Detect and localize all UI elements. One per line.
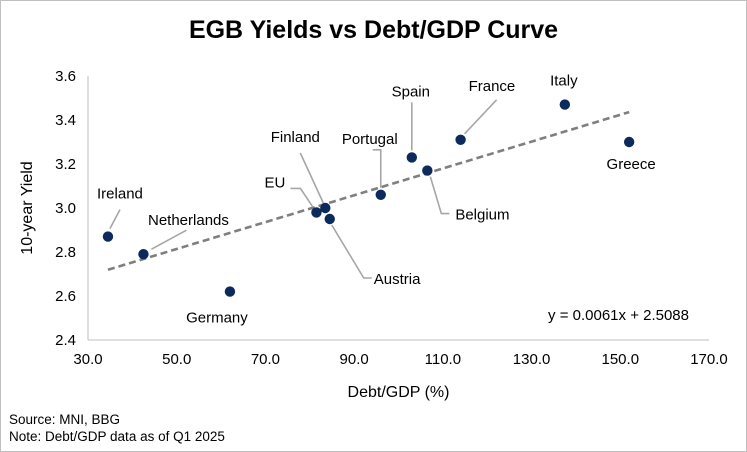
data-point-label: Belgium bbox=[455, 207, 509, 224]
data-point-label: Netherlands bbox=[148, 212, 229, 229]
data-point-label: Greece bbox=[607, 156, 656, 173]
note-text: Note: Debt/GDP data as of Q1 2025 bbox=[9, 429, 225, 444]
data-point-label: Finland bbox=[271, 129, 320, 146]
leader-line bbox=[464, 99, 498, 135]
x-tick-label: 70.0 bbox=[251, 351, 280, 368]
leader-line bbox=[331, 224, 372, 279]
point-labels: Ireland Netherlands Germany EU Finland Austri… bbox=[97, 73, 656, 327]
data-point bbox=[224, 286, 236, 297]
trendline-layer bbox=[107, 110, 630, 272]
y-tick-label: 2.4 bbox=[55, 332, 76, 349]
leader-lines bbox=[109, 99, 498, 279]
y-tick-label: 2.6 bbox=[55, 288, 76, 305]
leader-line bbox=[372, 149, 382, 188]
leader-line bbox=[151, 229, 187, 250]
data-point bbox=[406, 152, 418, 163]
y-tick-label: 2.8 bbox=[55, 244, 76, 261]
data-point bbox=[324, 213, 335, 225]
x-tick-label: 130.0 bbox=[513, 351, 551, 368]
y-tick-label: 3.6 bbox=[55, 68, 76, 85]
x-tick-label: 150.0 bbox=[602, 351, 640, 368]
source-note: Source: MNI, BBG Note: Debt/GDP data as … bbox=[9, 411, 225, 445]
data-point-label: Ireland bbox=[97, 186, 143, 203]
chart-title: EGB Yields vs Debt/GDP Curve bbox=[188, 16, 559, 44]
axes: 2.4 2.6 2.8 3.0 3.2 3.4 3.6 30.0 50.0 70.0 90.0 110… bbox=[55, 68, 728, 368]
data-point bbox=[320, 202, 331, 214]
leader-line bbox=[429, 176, 450, 215]
y-tick-label: 3.2 bbox=[55, 156, 76, 173]
leader-line bbox=[109, 209, 121, 229]
data-point-label: Austria bbox=[374, 271, 421, 288]
data-point bbox=[311, 207, 322, 218]
data-point bbox=[559, 99, 571, 110]
data-point bbox=[138, 249, 149, 260]
leader-line bbox=[290, 187, 314, 207]
data-point-label: Spain bbox=[392, 83, 430, 100]
data-point-label: Italy bbox=[550, 73, 578, 90]
x-tick-label: 50.0 bbox=[162, 351, 191, 368]
data-point bbox=[455, 134, 466, 145]
y-axis-title: 10-year Yield bbox=[19, 161, 36, 254]
data-point-label: Portugal bbox=[342, 131, 398, 148]
data-point-label: Germany bbox=[186, 310, 248, 327]
x-tick-label: 110.0 bbox=[425, 351, 461, 368]
x-axis-title: Debt/GDP (%) bbox=[348, 384, 450, 401]
y-tick-label: 3.0 bbox=[55, 200, 76, 217]
x-tick-label: 170.0 bbox=[690, 351, 728, 368]
y-tick-label: 3.4 bbox=[55, 112, 76, 129]
trendline bbox=[107, 110, 630, 272]
data-point bbox=[623, 136, 635, 148]
data-point bbox=[102, 231, 114, 242]
source-text: Source: MNI, BBG bbox=[9, 412, 121, 427]
data-points bbox=[102, 99, 635, 297]
data-point bbox=[375, 189, 386, 200]
x-tick-label: 30.0 bbox=[73, 351, 102, 368]
data-point bbox=[422, 165, 433, 176]
trendline-equation: y = 0.0061x + 2.5088 bbox=[548, 307, 689, 324]
x-tick-label: 90.0 bbox=[340, 351, 369, 368]
leader-line bbox=[299, 152, 325, 204]
data-point-label: France bbox=[469, 78, 516, 95]
data-point-label: EU bbox=[264, 174, 285, 191]
